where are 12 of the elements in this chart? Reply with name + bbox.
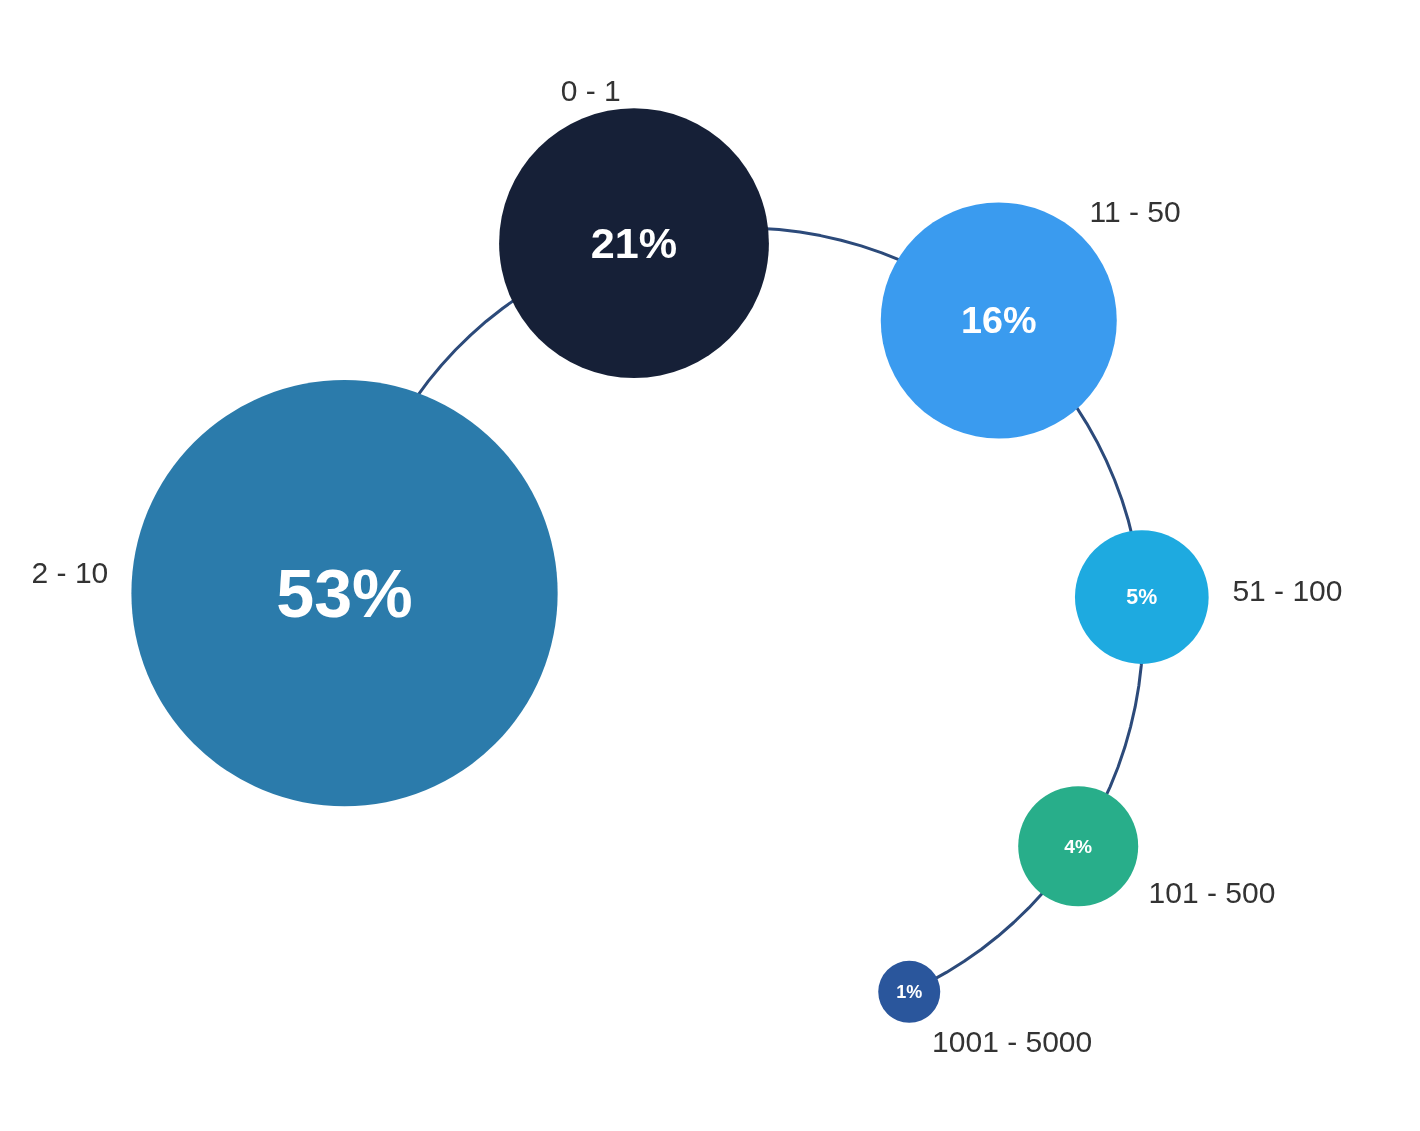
category-label: 51 - 100 (1232, 573, 1343, 607)
data-label: 21% (590, 219, 678, 268)
data-label: 1% (896, 981, 923, 1002)
category-label: 101 - 500 (1148, 875, 1276, 909)
category-label: 1001 - 5000 (932, 1025, 1093, 1059)
data-label: 53% (276, 555, 413, 632)
category-label: 2 - 10 (31, 555, 109, 589)
data-label: 4% (1064, 835, 1093, 857)
data-label: 5% (1126, 585, 1158, 610)
category-label: 11 - 50 (1089, 194, 1181, 228)
data-label: 16% (960, 299, 1037, 342)
category-label: 0 - 1 (560, 73, 621, 107)
